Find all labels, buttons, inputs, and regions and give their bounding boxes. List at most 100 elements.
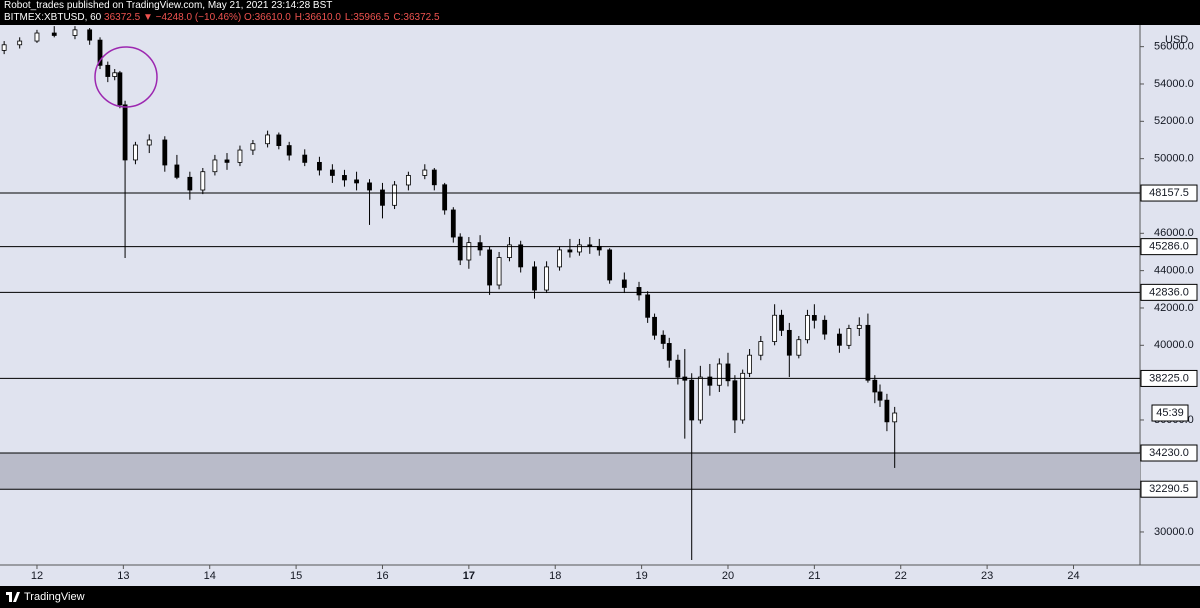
candle-body: [87, 29, 93, 41]
x-tick-label: 24: [1067, 570, 1079, 582]
countdown: 45:39: [1156, 407, 1184, 419]
y-tick-label: 30000.0: [1154, 526, 1194, 538]
level-label: 48157.5: [1149, 187, 1189, 199]
publisher: Robot_trades published on TradingView.co…: [4, 0, 333, 11]
footer: TradingView: [0, 586, 1200, 608]
candle-body: [276, 134, 282, 146]
candle-body: [805, 315, 810, 341]
candle-body: [697, 376, 703, 421]
candle-body: [250, 143, 256, 151]
candle-body: [162, 139, 168, 166]
candle-body: [72, 29, 78, 36]
candle-body: [786, 329, 792, 356]
candle-body: [354, 179, 359, 184]
change: ▼ −4248.0 (−10.46%): [142, 12, 242, 23]
x-tick-label: 20: [722, 570, 734, 582]
candle-body: [237, 149, 243, 163]
x-tick-label: 14: [204, 570, 216, 582]
ohlc: O:36610.0 H:36610.0 L:35966.5 C:36372.5: [244, 12, 444, 23]
candle-body: [772, 314, 778, 342]
brand: TradingView: [24, 591, 85, 603]
candle-body: [856, 324, 862, 329]
symbol: BITMEX:XBTUSD, 60: [4, 12, 102, 23]
x-tick-label: 12: [31, 570, 43, 582]
candle-body: [442, 184, 448, 211]
candle-body: [224, 159, 230, 163]
level-label-box: [1140, 444, 1198, 462]
candle-body: [112, 72, 118, 77]
candle-body: [660, 334, 666, 344]
candle-body: [392, 184, 397, 206]
x-tick-label: 18: [549, 570, 561, 582]
candle-body: [431, 169, 437, 186]
candle-body: [174, 164, 180, 178]
y-tick-label: 40000.0: [1154, 339, 1194, 351]
level-label-box: [1140, 369, 1198, 387]
candle-body: [133, 144, 138, 161]
candle-body: [811, 315, 817, 321]
candle-body: [747, 354, 752, 374]
y-tick-label: 52000.0: [1154, 115, 1194, 127]
candle-body: [329, 169, 335, 176]
candle-body: [544, 266, 549, 291]
candle-body: [380, 189, 385, 206]
candle-body: [675, 359, 681, 378]
candle-body: [367, 182, 372, 191]
candle-body: [122, 104, 128, 161]
countdown-box: [1151, 404, 1189, 422]
candle-body: [97, 39, 103, 66]
candle-body: [567, 249, 573, 253]
candle-body: [34, 32, 40, 42]
candle-body: [779, 314, 784, 331]
x-tick-label: 22: [895, 570, 907, 582]
candle-body: [732, 380, 738, 421]
candle-body: [846, 328, 852, 346]
candle-body: [265, 134, 270, 145]
candle-body: [877, 391, 883, 401]
candle-body: [457, 236, 463, 261]
x-tick-label: 13: [117, 570, 129, 582]
candle-body: [302, 154, 308, 163]
candle-body: [146, 139, 152, 146]
candle-body: [117, 72, 123, 106]
candle-body: [51, 32, 57, 36]
candle-body: [17, 40, 23, 46]
candle-body: [689, 379, 695, 421]
logo: [6, 592, 20, 602]
candle-body: [666, 343, 672, 361]
y-tick-label: 42000.0: [1154, 302, 1194, 314]
ohlc-value: C:36372.5: [393, 12, 440, 23]
candle-body: [822, 319, 828, 335]
candle-body: [577, 244, 582, 253]
y-tick-label: 46000.0: [1154, 227, 1194, 239]
x-tick-label: 15: [290, 570, 302, 582]
candle-body: [707, 376, 713, 386]
ohlc-value: L:35966.5: [344, 12, 390, 23]
candle-body: [105, 64, 111, 77]
candle-body: [636, 287, 642, 296]
x-tick-label: 19: [635, 570, 647, 582]
support-zone: [0, 453, 1140, 490]
header: Robot_trades published on TradingView.co…: [0, 0, 1200, 25]
candle-body: [286, 145, 292, 156]
candle-body: [652, 316, 657, 336]
candle-body: [837, 333, 842, 346]
ohlc-value: H:36610.0: [294, 12, 341, 23]
candle-body: [518, 244, 524, 268]
y-tick-label: 54000.0: [1154, 78, 1194, 90]
y-tick-label: 56000.0: [1154, 41, 1194, 53]
level-label-box: [1140, 480, 1198, 498]
candle-body: [532, 266, 537, 291]
level-label: 45286.0: [1149, 241, 1189, 253]
candle-body: [865, 324, 871, 381]
x-tick-label: 17: [463, 570, 475, 582]
candle-body: [892, 412, 898, 423]
y-tick-label: 50000.0: [1154, 153, 1194, 165]
candle-body: [725, 363, 731, 382]
level-label-box: [1140, 184, 1198, 202]
candle-body: [557, 249, 562, 268]
candle-body: [496, 257, 502, 286]
last-price: 36372.5: [104, 12, 141, 23]
